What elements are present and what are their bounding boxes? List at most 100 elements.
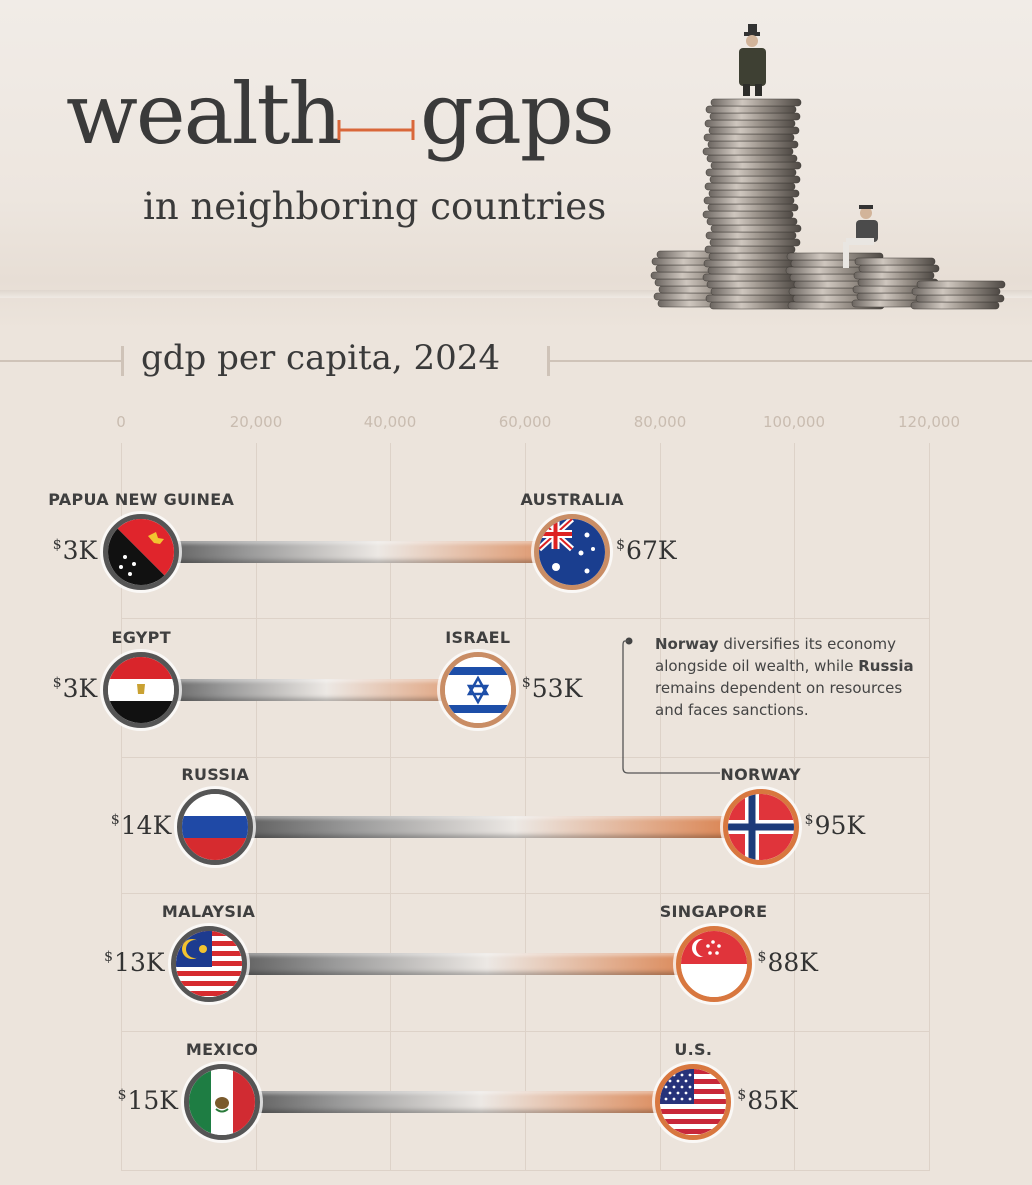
us-flag-icon-graphic xyxy=(660,1069,727,1135)
value-number: 88K xyxy=(767,948,818,977)
country-label: MEXICO xyxy=(185,1040,259,1059)
value-number: 15K xyxy=(127,1086,179,1115)
value-number: 95K xyxy=(814,811,866,840)
grid-line-horizontal xyxy=(121,1170,930,1171)
x-tick-label: 100,000 xyxy=(762,413,826,431)
annotation-leader-line xyxy=(622,637,720,774)
x-tick-label: 120,000 xyxy=(897,413,961,431)
egypt-flag-icon-graphic xyxy=(108,657,175,723)
value-number: 13K xyxy=(114,948,165,977)
value-label: $67K xyxy=(616,536,676,565)
us-flag-icon xyxy=(655,1064,732,1140)
grid-line-vertical xyxy=(525,443,526,1170)
title-connector-icon xyxy=(337,120,415,140)
dumbbell-bar xyxy=(208,953,714,975)
country-label: AUSTRALIA xyxy=(520,490,624,509)
dollar-sign: $ xyxy=(117,1087,127,1103)
value-label: $95K xyxy=(805,811,865,840)
chart-title-bracket-line-right xyxy=(550,360,1032,362)
norway-russia-annotation: Norway diversifies its economy alongside… xyxy=(655,633,920,721)
annotation-norway: Norway xyxy=(655,635,719,653)
israel-flag-icon xyxy=(439,652,516,728)
value-label: $15K xyxy=(118,1086,178,1115)
hero-shelf xyxy=(0,290,1032,298)
grid-line-horizontal xyxy=(121,757,930,758)
dollar-sign: $ xyxy=(757,949,767,965)
dumbbell-bar xyxy=(222,1091,694,1113)
australia-flag-icon-graphic xyxy=(539,519,606,585)
mexico-flag-icon-graphic xyxy=(189,1069,255,1135)
x-tick-label: 40,000 xyxy=(363,413,417,431)
grid-line-vertical xyxy=(256,443,257,1170)
malaysia-flag-icon xyxy=(170,926,247,1002)
dollar-sign: $ xyxy=(52,675,62,691)
dollar-sign: $ xyxy=(110,812,120,828)
dollar-sign: $ xyxy=(521,675,531,691)
chart-title-bracket-line-left xyxy=(0,360,121,362)
value-label: $53K xyxy=(522,674,582,703)
israel-flag-icon-graphic xyxy=(444,657,511,723)
value-label: $14K xyxy=(111,811,171,840)
dumbbell-bar-fill xyxy=(141,679,478,701)
chart-title-bracket-right xyxy=(547,346,550,376)
norway-flag-icon-graphic xyxy=(727,794,794,860)
grid-line-vertical xyxy=(794,443,795,1170)
png-flag-icon xyxy=(103,514,180,590)
value-label: $13K xyxy=(104,948,164,977)
value-label: $88K xyxy=(758,948,818,977)
x-tick-label: 60,000 xyxy=(498,413,552,431)
grid-line-horizontal xyxy=(121,1031,930,1032)
value-number: 3K xyxy=(62,674,98,703)
coin-stacks-illustration xyxy=(650,24,1006,310)
title-gaps: gaps xyxy=(420,65,615,163)
chart-title-bracket-left xyxy=(121,346,124,376)
dumbbell-bar-fill xyxy=(215,816,761,838)
singapore-flag-icon xyxy=(675,926,752,1002)
dumbbell-bar xyxy=(215,816,761,838)
grid-line-horizontal xyxy=(121,893,930,894)
dumbbell-bar-fill xyxy=(208,953,714,975)
grid-line-vertical xyxy=(660,443,661,1170)
country-label: RUSSIA xyxy=(181,765,250,784)
dumbbell-bar xyxy=(141,679,478,701)
grid-line-vertical xyxy=(390,443,391,1170)
grid-line-vertical xyxy=(121,443,122,1170)
annotation-text-1: diversifies its economy alongside oil we… xyxy=(655,635,896,675)
country-label: U.S. xyxy=(674,1040,713,1059)
mexico-flag-icon xyxy=(184,1064,260,1140)
value-label: $3K xyxy=(53,674,98,703)
value-number: 14K xyxy=(120,811,172,840)
dollar-sign: $ xyxy=(737,1087,747,1103)
dumbbell-bar xyxy=(141,541,573,563)
russia-flag-icon-graphic xyxy=(182,794,249,860)
malaysia-flag-icon-graphic xyxy=(175,931,242,997)
x-tick-label: 80,000 xyxy=(633,413,687,431)
value-number: 3K xyxy=(62,536,98,565)
australia-flag-icon xyxy=(534,514,611,590)
grid-line-vertical xyxy=(929,443,930,1170)
title-wealth: wealth xyxy=(66,65,342,163)
annotation-russia: Russia xyxy=(858,657,914,675)
value-label: $3K xyxy=(53,536,98,565)
country-label: PAPUA NEW GUINEA xyxy=(48,490,235,509)
chart-title: gdp per capita, 2024 xyxy=(141,338,501,378)
singapore-flag-icon-graphic xyxy=(680,931,747,997)
value-number: 67K xyxy=(626,536,677,565)
dollar-sign: $ xyxy=(616,537,626,553)
value-number: 85K xyxy=(747,1086,798,1115)
standing-figure xyxy=(739,24,766,96)
x-tick-label: 0 xyxy=(116,413,126,431)
country-label: NORWAY xyxy=(720,765,801,784)
value-label: $85K xyxy=(737,1086,797,1115)
value-number: 53K xyxy=(531,674,583,703)
country-label: EGYPT xyxy=(111,628,171,647)
grid-line-horizontal xyxy=(121,618,930,619)
dollar-sign: $ xyxy=(52,537,62,553)
russia-flag-icon xyxy=(177,789,254,865)
country-label: MALAYSIA xyxy=(161,902,256,921)
dumbbell-bar-fill xyxy=(141,541,573,563)
dumbbell-bar-fill xyxy=(222,1091,694,1113)
x-tick-label: 20,000 xyxy=(229,413,283,431)
annotation-text-2: remains dependent on resources and faces… xyxy=(655,679,903,719)
png-flag-icon-graphic xyxy=(108,519,175,585)
